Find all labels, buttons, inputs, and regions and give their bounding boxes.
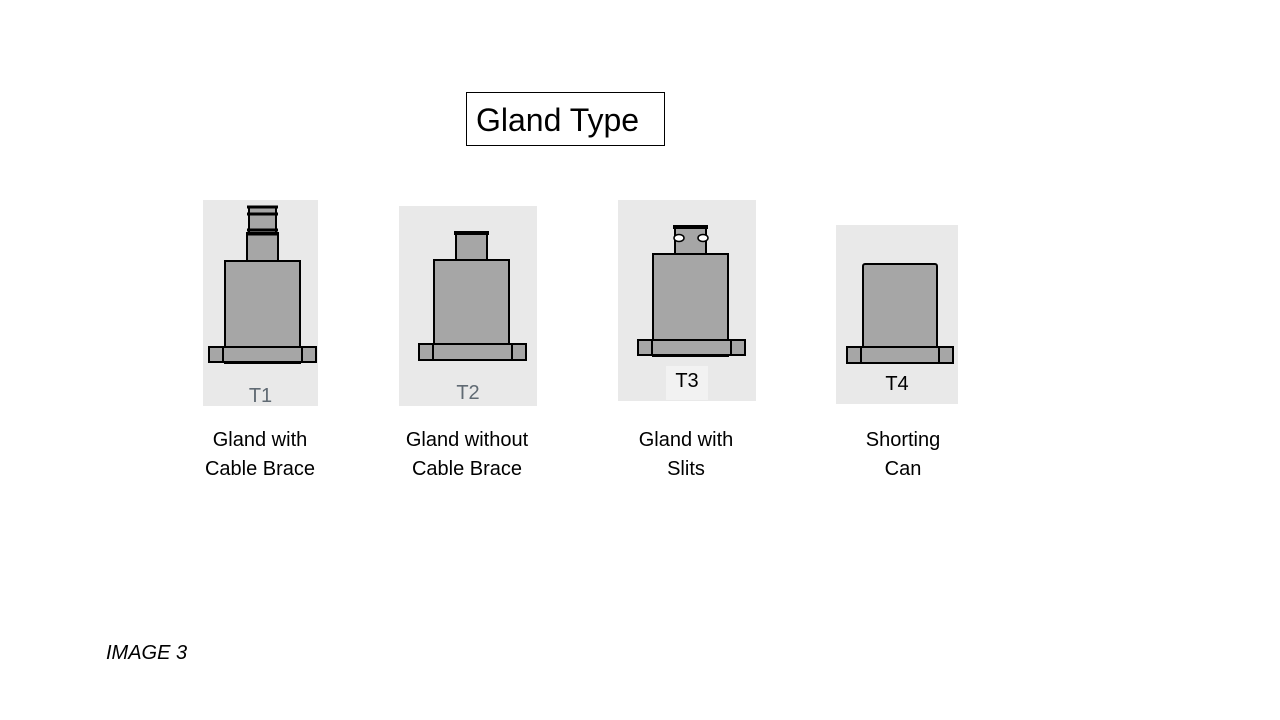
caption-t4-line2: Can [884,458,922,480]
caption-t2-line1: Gland without [405,429,529,451]
caption-t3-line1: Gland with [638,429,734,451]
gland-panel-t2: T2 [399,206,537,406]
caption-t2: Gland without Cable Brace [377,426,557,484]
shorting-can-icon [846,263,954,364]
caption-t4-line1: Shorting [865,429,941,451]
gland-with-slits-icon [637,225,746,400]
caption-t4: Shorting Can [813,426,993,484]
caption-t3: Gland with Slits [596,426,776,484]
diagram-title: Gland Type [466,92,665,146]
image-label: IMAGE 3 [106,642,188,664]
gland-panel-t3: T3 [618,200,756,401]
gland-without-cable-brace-icon [418,231,527,361]
type-code-t4: T4 [885,373,909,395]
type-code-t2: T2 [456,382,480,404]
gland-panel-t1: T1 [203,200,318,407]
caption-t2-line2: Cable Brace [411,458,523,480]
type-code-t3: T3 [675,370,699,392]
caption-t1: Gland with Cable Brace [170,426,350,484]
gland-panel-t4: T4 [836,225,958,404]
gland-with-cable-brace-icon [208,205,317,364]
type-code-t1: T1 [248,385,273,407]
caption-t3-line2: Slits [667,458,705,480]
caption-t1-line2: Cable Brace [204,458,316,480]
caption-t1-line1: Gland with [212,429,308,451]
